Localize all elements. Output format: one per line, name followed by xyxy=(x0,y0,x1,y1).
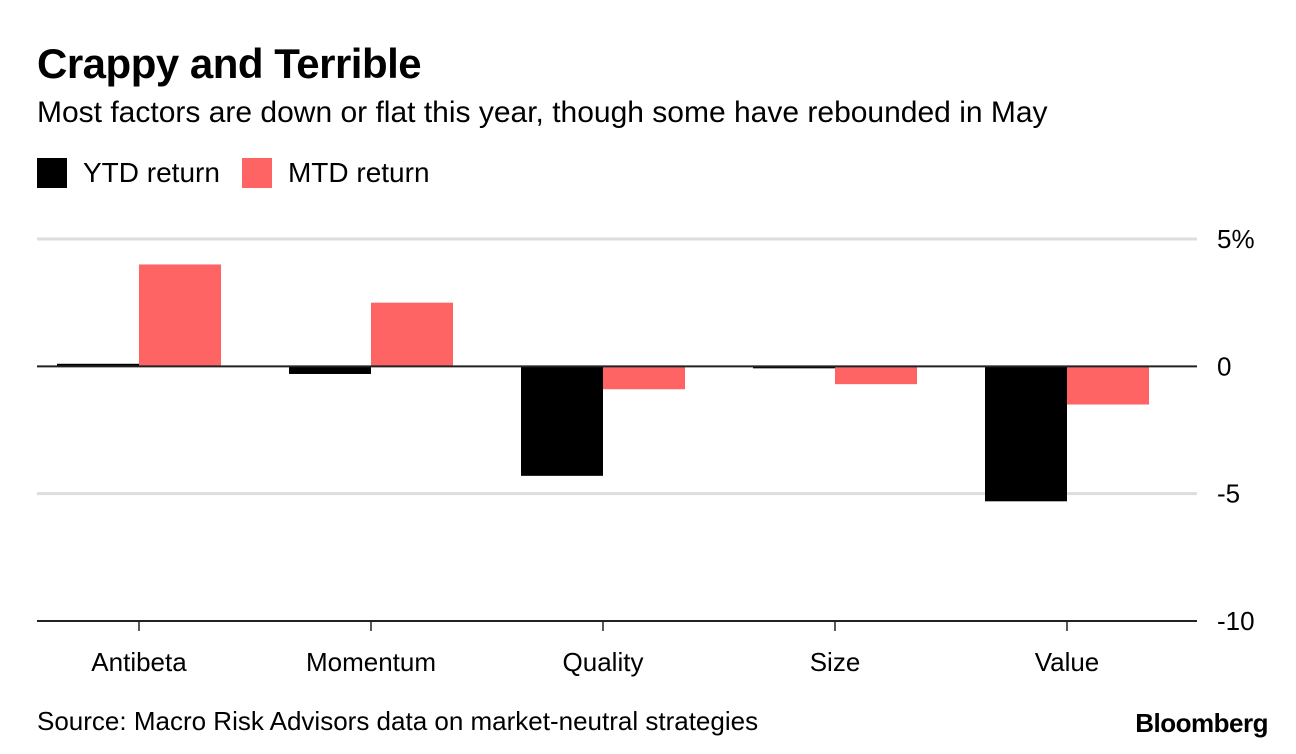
x-tick-label: Antibeta xyxy=(91,647,187,677)
source-note: Source: Macro Risk Advisors data on mark… xyxy=(37,706,759,736)
bar-mtd-antibeta xyxy=(139,264,221,367)
y-tick-label: -5 xyxy=(1217,479,1240,509)
bar-mtd-size xyxy=(835,366,917,385)
legend: YTD return MTD return xyxy=(37,157,452,189)
y-tick-label: 0 xyxy=(1217,351,1231,381)
legend-item-ytd: YTD return xyxy=(37,157,220,189)
x-tick-label: Quality xyxy=(563,647,644,677)
legend-swatch-ytd xyxy=(37,158,67,188)
legend-item-mtd: MTD return xyxy=(241,157,430,189)
bar-ytd-value xyxy=(985,366,1067,502)
legend-label-mtd: MTD return xyxy=(287,157,430,188)
chart-subtitle: Most factors are down or flat this year,… xyxy=(37,96,1048,129)
y-tick-label: 5% xyxy=(1217,224,1255,254)
y-tick-label: -10 xyxy=(1217,606,1255,636)
chart-title: Crappy and Terrible xyxy=(37,40,422,87)
legend-label-ytd: YTD return xyxy=(83,157,220,188)
bar-mtd-quality xyxy=(603,366,685,390)
bar-mtd-momentum xyxy=(371,302,453,367)
x-tick-label: Value xyxy=(1035,647,1100,677)
bar-ytd-antibeta xyxy=(57,363,139,367)
x-tick-label: Momentum xyxy=(306,647,436,677)
bar-ytd-momentum xyxy=(289,366,371,374)
bloomberg-logo: Bloomberg xyxy=(1135,708,1268,738)
legend-swatch-mtd xyxy=(241,158,272,188)
x-tick-label: Size xyxy=(810,647,861,677)
bar-mtd-value xyxy=(1067,366,1149,405)
bar-ytd-quality xyxy=(521,366,603,476)
